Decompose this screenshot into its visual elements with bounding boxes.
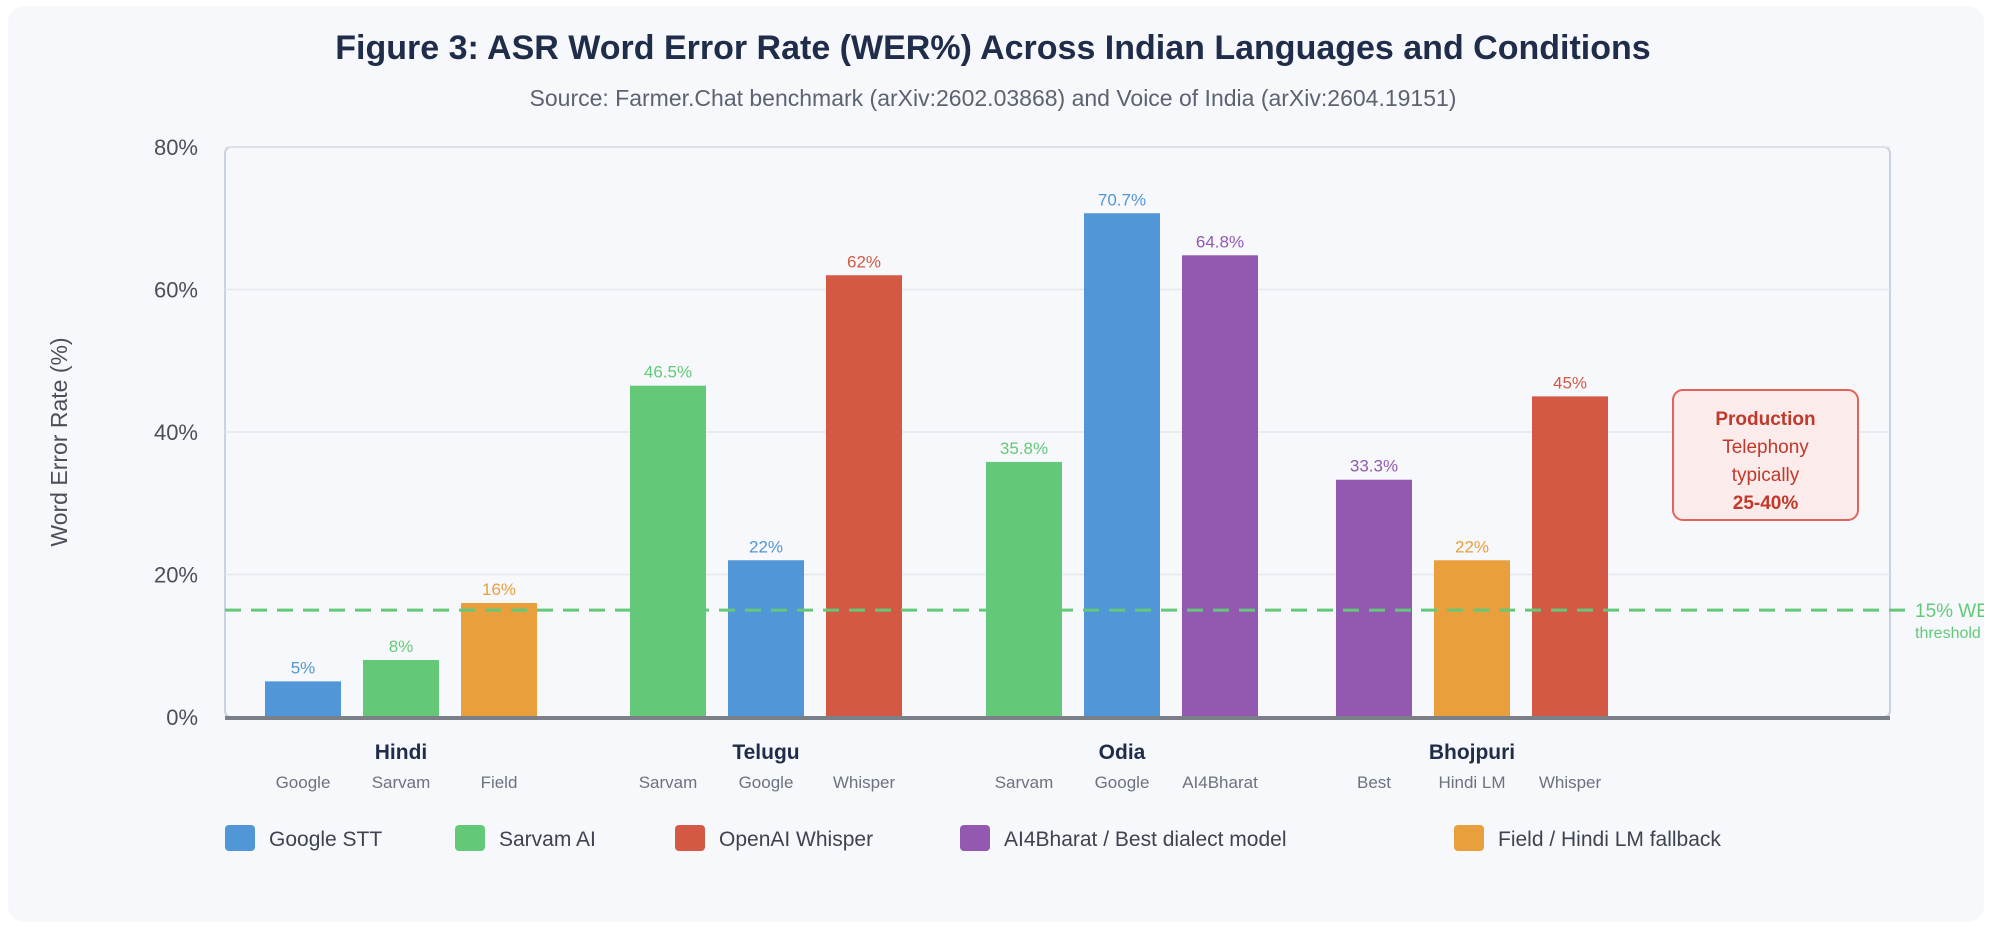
group-label: Hindi (375, 741, 428, 764)
bar (1084, 213, 1160, 717)
bar (363, 660, 439, 717)
bar (461, 603, 537, 717)
bar (1182, 255, 1258, 718)
threshold-label-sub: threshold (1915, 625, 1981, 642)
threshold-label: 15% WER (1915, 601, 1984, 622)
bar-category-label: Whisper (1539, 773, 1602, 792)
legend-label: Sarvam AI (499, 828, 596, 851)
production-note-line: typically (1732, 465, 1800, 486)
group-label: Odia (1099, 741, 1146, 764)
legend-swatch (455, 825, 485, 851)
y-tick-label: 40% (154, 420, 198, 445)
bar (1532, 396, 1608, 717)
data-label: 22% (1455, 537, 1489, 556)
legend-swatch (1454, 825, 1484, 851)
y-tick-label: 20% (154, 563, 198, 588)
chart-title: Figure 3: ASR Word Error Rate (WER%) Acr… (335, 29, 1650, 67)
group-label: Bhojpuri (1429, 741, 1515, 764)
data-label: 35.8% (1000, 439, 1048, 458)
bar (1336, 479, 1412, 717)
bar-category-label: Best (1357, 773, 1391, 792)
group-label: Telugu (732, 741, 799, 764)
data-label: 62% (847, 252, 881, 271)
legend-label: OpenAI Whisper (719, 828, 873, 851)
data-label: 64.8% (1196, 232, 1244, 251)
production-note-line: 25-40% (1733, 493, 1799, 514)
data-label: 5% (291, 658, 316, 677)
bar (986, 461, 1062, 717)
bar-category-label: Google (276, 773, 331, 792)
production-note-line: Telephony (1722, 437, 1809, 458)
bar-category-label: AI4Bharat (1182, 773, 1258, 792)
data-label: 46.5% (644, 363, 692, 382)
y-tick-label: 80% (154, 135, 198, 160)
data-label: 22% (749, 537, 783, 556)
bar (630, 385, 706, 717)
data-label: 33.3% (1350, 457, 1398, 476)
y-axis-label: Word Error Rate (%) (46, 337, 72, 546)
bar (265, 681, 341, 717)
production-note-line: Production (1715, 409, 1815, 430)
bar-category-label: Sarvam (372, 773, 431, 792)
bar-category-label: Field (481, 773, 518, 792)
data-label: 16% (482, 580, 516, 599)
asr-wer-chart: Figure 3: ASR Word Error Rate (WER%) Acr… (46, 29, 1984, 851)
bar (1434, 560, 1510, 717)
legend-label: AI4Bharat / Best dialect model (1004, 828, 1287, 851)
legend-label: Google STT (269, 828, 382, 851)
legend-label: Field / Hindi LM fallback (1498, 828, 1721, 851)
production-note-box (1672, 389, 1859, 521)
data-label: 45% (1553, 373, 1587, 392)
data-label: 8% (389, 637, 414, 656)
legend-swatch (960, 825, 990, 851)
bar-category-label: Sarvam (995, 773, 1054, 792)
bar-category-label: Sarvam (639, 773, 698, 792)
bar (728, 560, 804, 717)
chart-subtitle: Source: Farmer.Chat benchmark (arXiv:260… (530, 85, 1457, 111)
bar-category-label: Google (1095, 773, 1150, 792)
y-tick-label: 60% (154, 278, 198, 303)
bar-category-label: Whisper (833, 773, 896, 792)
y-tick-label: 0% (166, 705, 198, 730)
chart-card: Figure 3: ASR Word Error Rate (WER%) Acr… (8, 6, 1984, 922)
legend-swatch (675, 825, 705, 851)
bar-category-label: Hindi LM (1438, 773, 1505, 792)
legend-swatch (225, 825, 255, 851)
bar (826, 275, 902, 717)
bar-category-label: Google (739, 773, 794, 792)
data-label: 70.7% (1098, 190, 1146, 209)
